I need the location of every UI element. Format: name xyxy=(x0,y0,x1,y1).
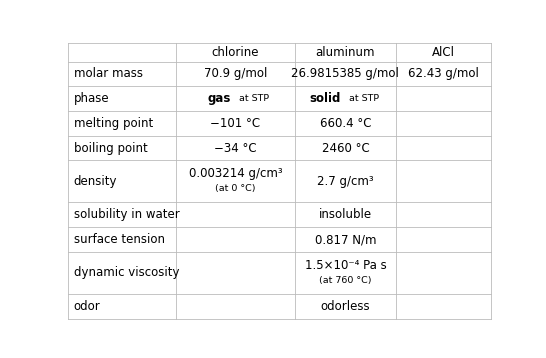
Text: chlorine: chlorine xyxy=(212,46,259,59)
Text: melting point: melting point xyxy=(74,117,153,130)
Text: aluminum: aluminum xyxy=(316,46,375,59)
Text: at STP: at STP xyxy=(343,94,379,103)
Text: density: density xyxy=(74,175,117,188)
Text: 0.817 N/m: 0.817 N/m xyxy=(314,233,376,246)
Text: 0.003214 g/cm³: 0.003214 g/cm³ xyxy=(188,167,282,180)
Text: 2460 °C: 2460 °C xyxy=(322,141,369,155)
Text: 26.9815385 g/mol: 26.9815385 g/mol xyxy=(292,67,399,80)
Text: insoluble: insoluble xyxy=(319,208,372,221)
Text: 62.43 g/mol: 62.43 g/mol xyxy=(408,67,479,80)
Text: 2.7 g/cm³: 2.7 g/cm³ xyxy=(317,175,373,188)
Text: 70.9 g/mol: 70.9 g/mol xyxy=(204,67,267,80)
Text: −34 °C: −34 °C xyxy=(214,141,257,155)
Text: −101 °C: −101 °C xyxy=(210,117,260,130)
Text: phase: phase xyxy=(74,92,109,105)
Text: solid: solid xyxy=(310,92,341,105)
Text: solubility in water: solubility in water xyxy=(74,208,180,221)
Text: (at 760 °C): (at 760 °C) xyxy=(319,276,372,285)
Text: surface tension: surface tension xyxy=(74,233,165,246)
Text: boiling point: boiling point xyxy=(74,141,147,155)
Text: dynamic viscosity: dynamic viscosity xyxy=(74,266,179,279)
Text: molar mass: molar mass xyxy=(74,67,143,80)
Text: gas: gas xyxy=(208,92,231,105)
Text: (at 0 °C): (at 0 °C) xyxy=(215,184,256,193)
Text: 660.4 °C: 660.4 °C xyxy=(319,117,371,130)
Text: AlCl: AlCl xyxy=(432,46,455,59)
Text: odor: odor xyxy=(74,300,100,313)
Text: at STP: at STP xyxy=(233,94,269,103)
Text: odorless: odorless xyxy=(321,300,370,313)
Text: 1.5×10⁻⁴ Pa s: 1.5×10⁻⁴ Pa s xyxy=(305,259,386,272)
